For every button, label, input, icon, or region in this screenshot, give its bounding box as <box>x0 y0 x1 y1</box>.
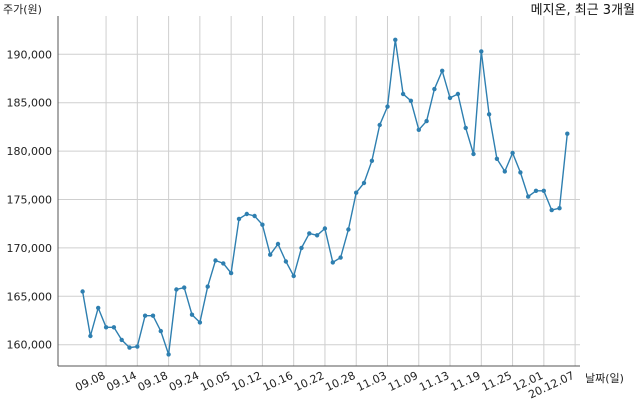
x-tick-label: 11.03 <box>355 369 389 394</box>
data-point <box>479 49 484 54</box>
x-tick-labels: 09.0809.1409.1809.2410.0510.1210.1610.22… <box>73 369 576 401</box>
data-point <box>533 188 539 193</box>
data-point <box>236 216 242 222</box>
data-point <box>213 258 218 263</box>
data-point <box>182 285 187 290</box>
y-tick-label: 180,000 <box>7 145 53 158</box>
x-tick-label: 11.13 <box>417 369 451 394</box>
x-tick-label: 10.12 <box>230 369 264 394</box>
data-point <box>205 284 210 289</box>
data-point <box>96 305 101 311</box>
data-point <box>221 261 226 266</box>
y-tick-label: 175,000 <box>7 194 53 207</box>
data-point <box>338 255 343 260</box>
data-point <box>565 131 570 136</box>
data-point <box>486 112 492 117</box>
data-point <box>197 320 203 325</box>
data-point <box>494 156 500 161</box>
data-point <box>455 91 461 97</box>
data-point <box>502 169 507 174</box>
data-point <box>244 211 249 217</box>
data-point <box>424 118 429 124</box>
x-tick-label: 11.25 <box>480 369 514 394</box>
x-tick-label: 10.28 <box>323 369 357 394</box>
data-point <box>346 227 351 232</box>
x-tick-label: 10.16 <box>261 369 295 394</box>
data-point <box>275 241 281 247</box>
data-point <box>322 226 328 231</box>
axes <box>57 16 580 367</box>
data-point <box>268 252 273 257</box>
data-point <box>260 222 265 227</box>
data-point <box>166 352 171 357</box>
data-point <box>158 328 163 334</box>
y-tick-label: 185,000 <box>7 97 53 110</box>
data-point <box>463 125 468 131</box>
y-tick-labels: 160,000 165,000 170,000 175,000 180,000 185,0… <box>7 48 53 351</box>
data-point <box>471 151 476 157</box>
data-point <box>111 325 117 330</box>
data-point <box>361 180 367 186</box>
data-point <box>291 273 296 279</box>
data-point <box>557 206 562 211</box>
grid <box>58 16 580 366</box>
chart-title: 메지온, 최근 3개월 <box>531 3 635 18</box>
data-point <box>103 325 109 330</box>
data-point <box>369 158 375 163</box>
y-tick-label: 190,000 <box>7 48 53 61</box>
data-point <box>393 37 398 42</box>
x-tick-label: 10.05 <box>198 369 232 394</box>
data-point <box>283 259 289 264</box>
y-tick-label: 165,000 <box>7 290 53 303</box>
data-point <box>377 122 382 128</box>
y-tick-label: 170,000 <box>7 242 53 255</box>
data-point <box>80 289 85 294</box>
data-point <box>549 207 554 213</box>
data-point <box>416 127 421 132</box>
x-tick-label: 09.24 <box>167 369 201 394</box>
data-point <box>150 313 156 318</box>
x-tick-label: 11.09 <box>386 369 420 394</box>
data-point <box>510 150 515 156</box>
data-point <box>142 313 148 318</box>
data-point <box>354 190 359 195</box>
data-point <box>228 270 234 276</box>
data-point <box>119 337 124 343</box>
data-point <box>408 98 414 104</box>
y-axis-title: 주가(원) <box>3 3 42 16</box>
data-point <box>88 333 93 339</box>
data-point <box>189 312 195 317</box>
x-tick-label: 10.22 <box>292 369 326 394</box>
data-point <box>440 68 445 74</box>
data-point <box>307 231 312 236</box>
data-point <box>385 104 390 109</box>
data-point <box>541 188 546 193</box>
data-point <box>526 194 531 199</box>
data-points <box>80 37 570 357</box>
y-tick-label: 160,000 <box>7 339 53 352</box>
data-point <box>400 91 406 97</box>
data-point <box>174 287 179 292</box>
data-point <box>518 170 523 175</box>
data-point <box>447 95 453 101</box>
data-point <box>330 260 335 265</box>
data-point <box>252 213 257 219</box>
x-axis-title: 날짜(일) <box>585 371 624 385</box>
data-point <box>127 345 132 350</box>
x-tick-label: 09.14 <box>105 369 139 394</box>
data-point <box>432 86 437 92</box>
x-tick-label: 09.18 <box>136 369 170 394</box>
data-point <box>299 245 304 251</box>
x-tick-label: 11.19 <box>449 369 483 394</box>
x-tick-label: 09.08 <box>73 369 107 394</box>
data-point <box>135 344 140 349</box>
data-point <box>314 233 320 238</box>
